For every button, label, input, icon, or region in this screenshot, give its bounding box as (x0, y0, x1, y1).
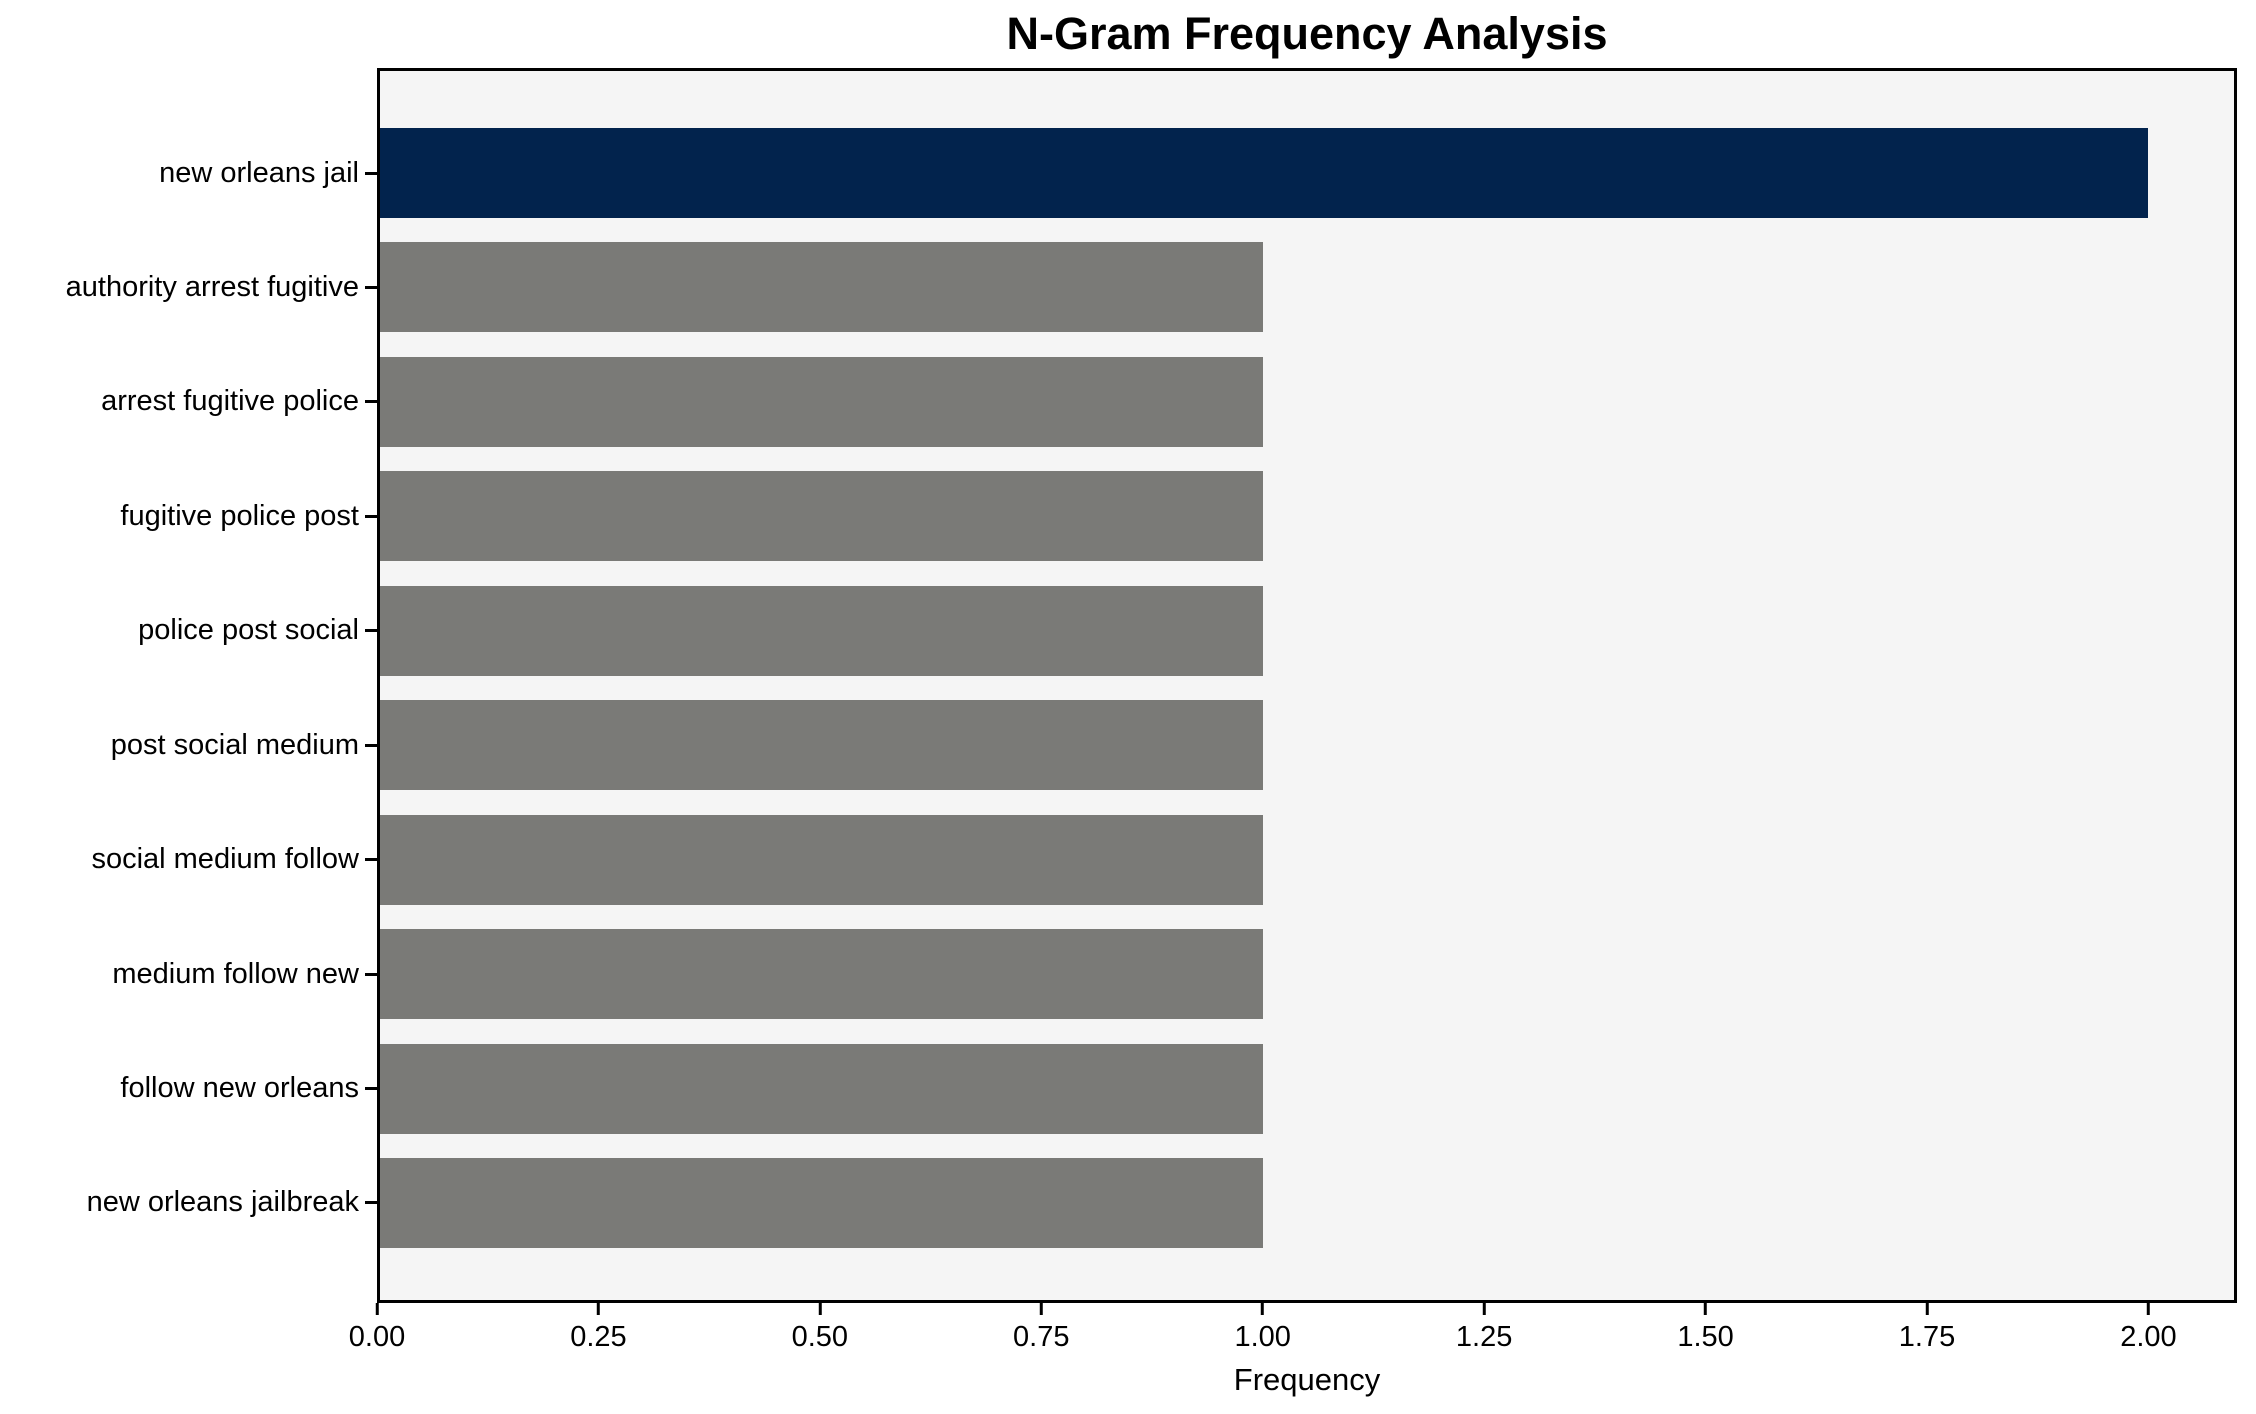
y-label-cell: arrest fugitive police (0, 357, 377, 447)
bar (377, 1043, 1263, 1134)
bar-row: post social medium (0, 700, 2237, 791)
y-tick-label: authority arrest fugitive (65, 270, 359, 303)
x-tick-label: 1.25 (1455, 1321, 1513, 1353)
y-tick-label: new orleans jailbreak (86, 1186, 359, 1219)
y-tick-mark (365, 285, 377, 289)
x-tick-mark (1039, 1303, 1043, 1315)
x-tick: 0.00 (349, 1303, 405, 1352)
bar-track (377, 814, 2237, 905)
x-tick-label: 0.75 (1013, 1321, 1070, 1353)
x-axis: 0.00 0.25 0.50 0.75 1.00 1.25 1.50 1.75 2.00 (349, 1303, 2237, 1373)
bar (377, 929, 1263, 1020)
x-tick-mark (1704, 1303, 1708, 1315)
x-tick-mark (1482, 1303, 1486, 1315)
x-tick: 0.25 (570, 1303, 627, 1353)
bar-row: new orleans jail (0, 128, 2237, 218)
x-tick-mark (1261, 1303, 1265, 1315)
bar (377, 814, 1263, 905)
bar-track (377, 585, 2237, 676)
y-tick-label: social medium follow (91, 843, 359, 876)
x-tick-label: 0.25 (570, 1321, 627, 1353)
bar (377, 700, 1263, 791)
y-tick-mark (365, 1201, 377, 1205)
y-label-cell: fugitive police post (0, 471, 377, 561)
x-tick-mark (2146, 1303, 2150, 1315)
y-tick-mark (365, 858, 377, 862)
x-tick: 1.75 (1899, 1303, 1955, 1352)
x-tick: 0.50 (792, 1303, 848, 1352)
bar-track (377, 356, 2237, 447)
bar-row: police post social (0, 585, 2237, 676)
y-label-cell: social medium follow (0, 815, 377, 905)
bar-track (377, 471, 2237, 562)
y-tick-label: follow new orleans (120, 1072, 359, 1104)
x-tick-mark (818, 1303, 822, 1315)
y-label-cell: post social medium (0, 700, 377, 790)
y-label-cell: medium follow new (0, 929, 377, 1019)
y-label-cell: follow new orleans (0, 1044, 377, 1134)
y-tick-mark (365, 743, 377, 747)
x-tick-label: 0.00 (348, 1321, 406, 1353)
bar-track (377, 700, 2237, 791)
bar-row: fugitive police post (0, 471, 2237, 562)
y-tick-mark (365, 972, 377, 976)
y-tick-mark (365, 1087, 377, 1090)
x-tick: 1.00 (1234, 1303, 1291, 1353)
y-tick-label: fugitive police post (120, 499, 359, 532)
bar-track (377, 1043, 2237, 1134)
y-tick-label: new orleans jail (159, 156, 359, 189)
bar-row: follow new orleans (0, 1043, 2237, 1134)
x-tick-label: 1.00 (1234, 1321, 1291, 1353)
bar-row: new orleans jailbreak (0, 1157, 2237, 1248)
y-tick-label: post social medium (110, 728, 359, 761)
bar-track (377, 1157, 2237, 1248)
bar (377, 128, 2149, 218)
x-axis-label: Frequency (1233, 1362, 1381, 1397)
x-tick-label: 0.50 (791, 1321, 849, 1353)
y-tick-label: medium follow new (112, 957, 359, 990)
y-tick-mark (365, 629, 377, 633)
bar-row: medium follow new (0, 929, 2237, 1020)
chart-title: N-Gram Frequency Analysis (1006, 8, 1608, 59)
y-tick-label: arrest fugitive police (101, 385, 359, 418)
y-label-cell: police post social (0, 586, 377, 676)
y-label-cell: authority arrest fugitive (0, 242, 377, 332)
bar-track (377, 929, 2237, 1020)
x-tick: 0.75 (1013, 1303, 1070, 1353)
bar (377, 471, 1263, 562)
y-tick-label: police post social (138, 614, 359, 647)
x-tick-mark (1925, 1303, 1929, 1315)
bar-track (377, 128, 2237, 218)
bar (377, 242, 1263, 333)
bar (377, 585, 1263, 676)
bars-container: new orleans jail authority arrest fugitiv… (0, 128, 2237, 1248)
x-tick-label: 1.50 (1677, 1321, 1734, 1353)
bar-track (377, 242, 2237, 333)
x-tick: 1.50 (1677, 1303, 1734, 1353)
y-tick-mark (365, 514, 377, 518)
x-tick-mark (375, 1303, 379, 1315)
x-tick: 1.25 (1456, 1303, 1512, 1352)
y-tick-mark (365, 400, 377, 404)
y-tick-mark (365, 171, 377, 175)
x-tick-label: 2.00 (2120, 1321, 2177, 1353)
y-label-cell: new orleans jail (0, 128, 377, 218)
bar-row: authority arrest fugitive (0, 242, 2237, 333)
x-tick-label: 1.75 (1898, 1321, 1956, 1353)
bar (377, 356, 1263, 447)
y-label-cell: new orleans jailbreak (0, 1158, 377, 1248)
bar-row: arrest fugitive police (0, 356, 2237, 447)
x-tick-mark (596, 1303, 600, 1315)
x-tick: 2.00 (2120, 1303, 2177, 1353)
bar-row: social medium follow (0, 814, 2237, 905)
bar (377, 1157, 1263, 1248)
